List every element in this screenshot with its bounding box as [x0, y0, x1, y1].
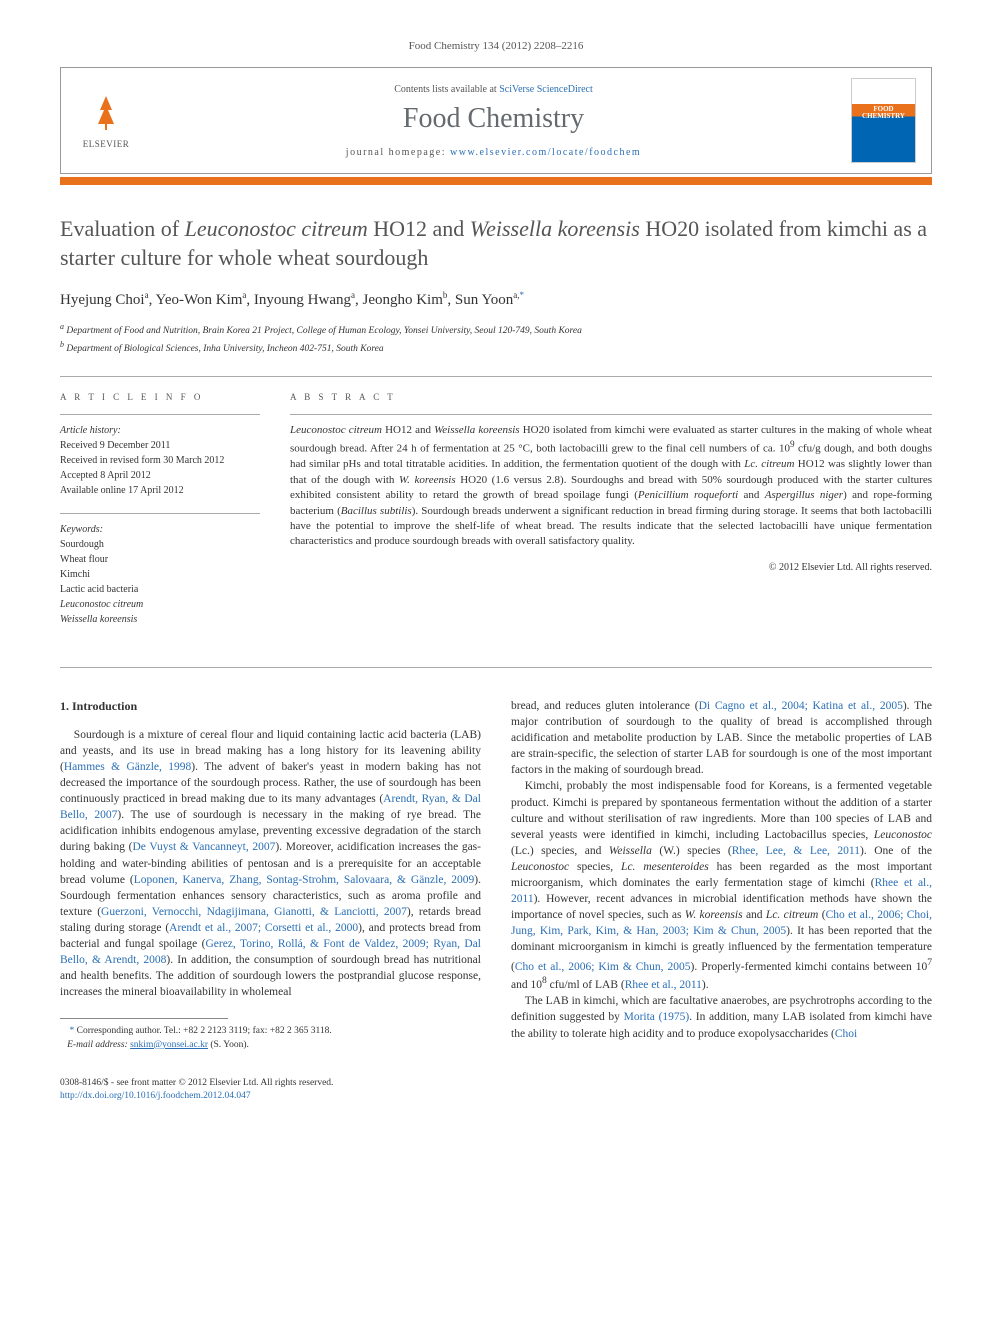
history-label: Article history:: [60, 423, 260, 438]
citation-link[interactable]: Rhee et al., 2011: [511, 877, 932, 905]
journal-homepage: journal homepage: www.elsevier.com/locat…: [136, 147, 851, 158]
keyword-5: Leuconostoc citreum: [60, 597, 260, 612]
elsevier-tree-icon: [76, 92, 136, 137]
body-column-right: bread, and reduces gluten intolerance (D…: [511, 698, 932, 1052]
author-4: Jeongho Kim: [362, 292, 442, 308]
corresponding-author-footnote: * Corresponding author. Tel.: +82 2 2123…: [60, 1025, 481, 1052]
section-heading-introduction: 1. Introduction: [60, 698, 481, 715]
citation-link[interactable]: Loponen, Kanerva, Zhang, Sontag-Strohm, …: [134, 874, 475, 886]
doi-link[interactable]: http://dx.doi.org/10.1016/j.foodchem.201…: [60, 1091, 251, 1101]
author-1: Hyejung Choi: [60, 292, 145, 308]
divider: [60, 513, 260, 514]
author-5: Sun Yoon: [455, 292, 513, 308]
corr-text: Corresponding author. Tel.: +82 2 2123 3…: [77, 1026, 332, 1036]
citation-link[interactable]: Choi: [835, 1028, 857, 1040]
citation-link[interactable]: Arendt et al., 2007; Corsetti et al., 20…: [169, 922, 358, 934]
keyword-1: Sourdough: [60, 537, 260, 552]
body-column-left: 1. Introduction Sourdough is a mixture o…: [60, 698, 481, 1052]
abstract-panel: A B S T R A C T Leuconostoc citreum HO12…: [290, 392, 932, 642]
citation-link[interactable]: Guerzoni, Vernocchi, Ndagijimana, Gianot…: [101, 906, 407, 918]
elsevier-logo: ELSEVIER: [76, 92, 136, 149]
intro-paragraph-3: The LAB in kimchi, which are facultative…: [511, 993, 932, 1041]
title-species-1: Leuconostoc citreum: [185, 216, 368, 241]
keyword-3: Kimchi: [60, 567, 260, 582]
contents-prefix: Contents lists available at: [394, 84, 499, 95]
elsevier-label: ELSEVIER: [76, 139, 136, 149]
accent-bar: [60, 177, 932, 185]
title-text-1: Evaluation of: [60, 216, 185, 241]
keywords-label: Keywords:: [60, 522, 260, 537]
email-who: (S. Yoon).: [210, 1040, 249, 1050]
journal-header: ELSEVIER Contents lists available at Sci…: [60, 67, 932, 174]
author-3: Inyoung Hwang: [254, 292, 351, 308]
accepted-date: Accepted 8 April 2012: [60, 468, 260, 483]
title-species-2: Weissella koreensis: [470, 216, 640, 241]
contents-available: Contents lists available at SciVerse Sci…: [136, 84, 851, 95]
footnote-separator: [60, 1018, 228, 1019]
citation-link[interactable]: Cho et al., 2006; Kim & Chun, 2005: [515, 960, 691, 972]
divider: [60, 414, 260, 415]
citation-link[interactable]: Arendt, Ryan, & Dal Bello, 2007: [60, 793, 481, 821]
authors-list: Hyejung Choia, Yeo-Won Kima, Inyoung Hwa…: [60, 290, 932, 309]
keyword-4: Lactic acid bacteria: [60, 582, 260, 597]
journal-reference: Food Chemistry 134 (2012) 2208–2216: [60, 40, 932, 52]
email-label: E-mail address:: [67, 1040, 128, 1050]
article-info-heading: A R T I C L E I N F O: [60, 392, 260, 402]
citation-link[interactable]: Morita (1975): [624, 1011, 690, 1023]
journal-name: Food Chemistry: [136, 103, 851, 135]
affiliations: a Department of Food and Nutrition, Brai…: [60, 321, 932, 356]
citation-link[interactable]: De Vuyst & Vancanneyt, 2007: [132, 841, 275, 853]
article-info-panel: A R T I C L E I N F O Article history: R…: [60, 392, 260, 642]
divider: [60, 667, 932, 668]
intro-paragraph-1: Sourdough is a mixture of cereal flour a…: [60, 727, 481, 1001]
affiliation-a: a Department of Food and Nutrition, Brai…: [60, 321, 932, 338]
page-footer: 0308-8146/$ - see front matter © 2012 El…: [60, 1077, 932, 1104]
online-date: Available online 17 April 2012: [60, 483, 260, 498]
author-2: Yeo-Won Kim: [156, 292, 243, 308]
homepage-link[interactable]: www.elsevier.com/locate/foodchem: [450, 147, 641, 158]
received-date: Received 9 December 2011: [60, 438, 260, 453]
revised-date: Received in revised form 30 March 2012: [60, 453, 260, 468]
keyword-2: Wheat flour: [60, 552, 260, 567]
corresponding-email-link[interactable]: snkim@yonsei.ac.kr: [130, 1040, 208, 1050]
sciencedirect-link[interactable]: SciVerse ScienceDirect: [499, 84, 593, 95]
cover-text: FOOD CHEMISTRY: [852, 106, 915, 121]
journal-cover-thumbnail: FOOD CHEMISTRY: [851, 78, 916, 163]
issn-line: 0308-8146/$ - see front matter © 2012 El…: [60, 1077, 932, 1090]
citation-link[interactable]: Rhee, Lee, & Lee, 2011: [732, 845, 860, 857]
keyword-6: Weissella koreensis: [60, 612, 260, 627]
author-1-affil: a: [145, 290, 149, 300]
citation-link[interactable]: Di Cagno et al., 2004; Katina et al., 20…: [699, 700, 903, 712]
title-text-2: HO12 and: [368, 216, 470, 241]
divider: [290, 414, 932, 415]
citation-link[interactable]: Gerez, Torino, Rollá, & Font de Valdez, …: [60, 938, 481, 966]
author-3-affil: a: [351, 290, 355, 300]
corresponding-star[interactable]: *: [520, 290, 525, 300]
abstract-text: Leuconostoc citreum HO12 and Weissella k…: [290, 423, 932, 550]
intro-paragraph-2: Kimchi, probably the most indispensable …: [511, 778, 932, 993]
author-4-affil: b: [443, 290, 448, 300]
abstract-heading: A B S T R A C T: [290, 392, 932, 402]
citation-link[interactable]: Rhee et al., 2011: [625, 979, 702, 991]
citation-link[interactable]: Hammes & Gänzle, 1998: [64, 761, 191, 773]
article-title: Evaluation of Leuconostoc citreum HO12 a…: [60, 215, 932, 272]
author-2-affil: a: [242, 290, 246, 300]
intro-paragraph-1-cont: bread, and reduces gluten intolerance (D…: [511, 698, 932, 778]
homepage-prefix: journal homepage:: [346, 147, 450, 158]
affiliation-b: b Department of Biological Sciences, Inh…: [60, 339, 932, 356]
copyright-line: © 2012 Elsevier Ltd. All rights reserved…: [290, 562, 932, 573]
